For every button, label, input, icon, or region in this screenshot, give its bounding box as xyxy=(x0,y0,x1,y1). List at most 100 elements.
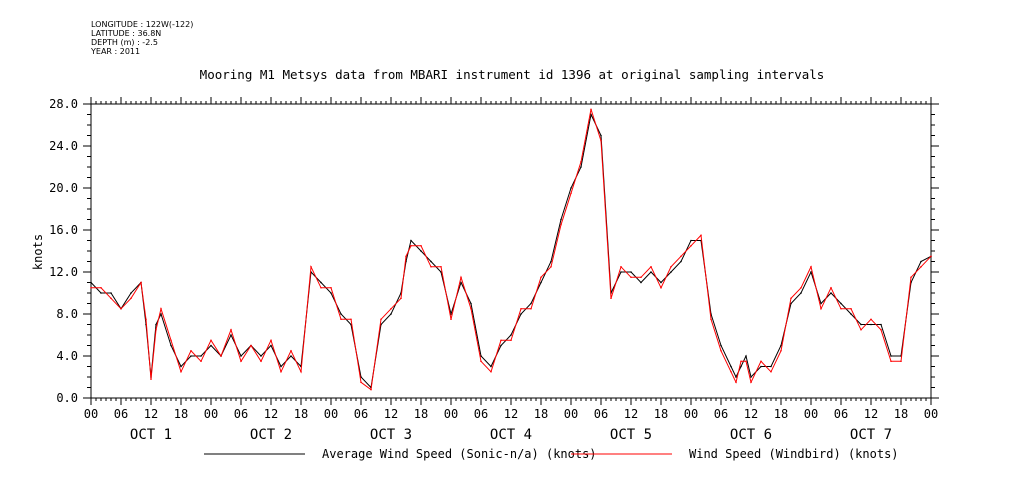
windbird-point xyxy=(790,297,792,300)
windbird-point xyxy=(740,360,742,363)
windbird-point xyxy=(250,344,252,347)
x-tick-label: 18 xyxy=(174,407,188,421)
y-axis-label: knots xyxy=(31,234,45,270)
x-tick-label: 12 xyxy=(864,407,878,421)
windbird-point xyxy=(870,318,872,321)
average-point xyxy=(770,365,772,368)
x-tick-label: 12 xyxy=(504,407,518,421)
windbird-point xyxy=(130,297,132,300)
x-axis: 00 06 12 18 00 06 12 18 00 06 12 18 00 06 12 18 00 06 12 18… xyxy=(84,97,938,443)
x-tick-label: 18 xyxy=(894,407,908,421)
x-day-label: OCT 4 xyxy=(490,427,532,443)
windbird-point xyxy=(370,388,372,391)
windbird-point xyxy=(840,307,842,310)
average-point xyxy=(160,313,162,315)
average-point xyxy=(720,344,722,347)
windbird-point xyxy=(700,234,702,237)
average-point xyxy=(540,281,542,284)
longitude-label: LONGITUDE : 122W(-122) xyxy=(91,20,194,29)
windbird-point xyxy=(590,108,592,111)
average-point xyxy=(800,292,802,294)
windbird-point xyxy=(220,355,222,357)
average-point xyxy=(640,281,642,284)
average-point xyxy=(155,323,157,326)
windbird-point xyxy=(480,360,482,363)
x-tick-label: 06 xyxy=(834,407,848,421)
average-point xyxy=(440,271,442,273)
y-tick-label: 24.0 xyxy=(49,139,78,153)
average-point xyxy=(735,376,737,378)
windbird-point xyxy=(470,307,472,310)
x-tick-label: 00 xyxy=(804,407,818,421)
windbird-point xyxy=(520,307,522,310)
windbird-point xyxy=(210,339,212,342)
average-point xyxy=(490,365,492,368)
average-point xyxy=(190,355,192,357)
x-tick-label: 00 xyxy=(924,407,938,421)
average-point xyxy=(550,260,552,263)
windbird-point xyxy=(745,360,747,363)
x-tick-label: 12 xyxy=(144,407,158,421)
average-point xyxy=(620,271,622,273)
average-point xyxy=(410,239,412,242)
y-tick-label: 16.0 xyxy=(49,223,78,237)
average-point xyxy=(830,292,832,294)
y-axis: 0.0 4.0 8.0 12.0 16.0 20.0 24.0 28.0 xyxy=(49,97,939,405)
metadata-block: LONGITUDE : 122W(-122) LATITUDE : 36.8N … xyxy=(91,20,193,56)
series-group xyxy=(90,108,932,391)
x-tick-label: 06 xyxy=(594,407,608,421)
average-point xyxy=(750,376,752,378)
windbird-point xyxy=(400,297,402,300)
windbird-point xyxy=(290,349,292,352)
x-tick-label: 12 xyxy=(624,407,638,421)
x-tick-label: 12 xyxy=(384,407,398,421)
windbird-point xyxy=(90,286,92,289)
average-point xyxy=(760,365,762,368)
y-tick-label: 12.0 xyxy=(49,265,78,279)
y-tick-label: 28.0 xyxy=(49,97,78,111)
windbird-point xyxy=(180,370,182,373)
windbird-point xyxy=(145,318,147,321)
series-line-average xyxy=(90,112,932,389)
windbird-point xyxy=(800,286,802,289)
windbird-point xyxy=(630,276,632,279)
windbird-point xyxy=(440,265,442,268)
windbird-point xyxy=(230,328,232,331)
windbird-point xyxy=(300,370,302,373)
windbird-point xyxy=(510,339,512,342)
average-point xyxy=(660,281,662,284)
windbird-point xyxy=(650,265,652,268)
windbird-point xyxy=(550,265,552,268)
average-point xyxy=(270,344,272,347)
windbird-point xyxy=(610,297,612,300)
windbird-point xyxy=(500,339,502,342)
windbird-point xyxy=(160,307,162,310)
average-point xyxy=(90,281,92,284)
x-tick-label: 00 xyxy=(684,407,698,421)
average-point xyxy=(670,271,672,273)
windbird-point xyxy=(580,160,582,163)
windbird-point xyxy=(660,286,662,289)
windbird-point xyxy=(100,286,102,289)
windbird-point xyxy=(240,360,242,363)
average-point xyxy=(390,313,392,315)
average-point xyxy=(240,355,242,357)
windbird-point xyxy=(735,381,737,384)
windbird-point xyxy=(640,276,642,279)
average-point xyxy=(780,344,782,347)
average-point xyxy=(470,302,472,305)
x-day-label: OCT 7 xyxy=(850,427,892,443)
x-tick-label: 18 xyxy=(294,407,308,421)
windbird-point xyxy=(280,370,282,373)
windbird-point xyxy=(730,370,732,373)
windbird-point xyxy=(430,265,432,268)
average-point xyxy=(740,365,742,368)
windbird-point xyxy=(140,281,142,284)
average-point xyxy=(850,313,852,315)
windbird-point xyxy=(360,381,362,384)
average-point xyxy=(520,313,522,315)
average-point xyxy=(330,292,332,294)
windbird-point xyxy=(910,276,912,279)
average-point xyxy=(210,344,212,347)
x-day-label: OCT 5 xyxy=(610,427,652,443)
